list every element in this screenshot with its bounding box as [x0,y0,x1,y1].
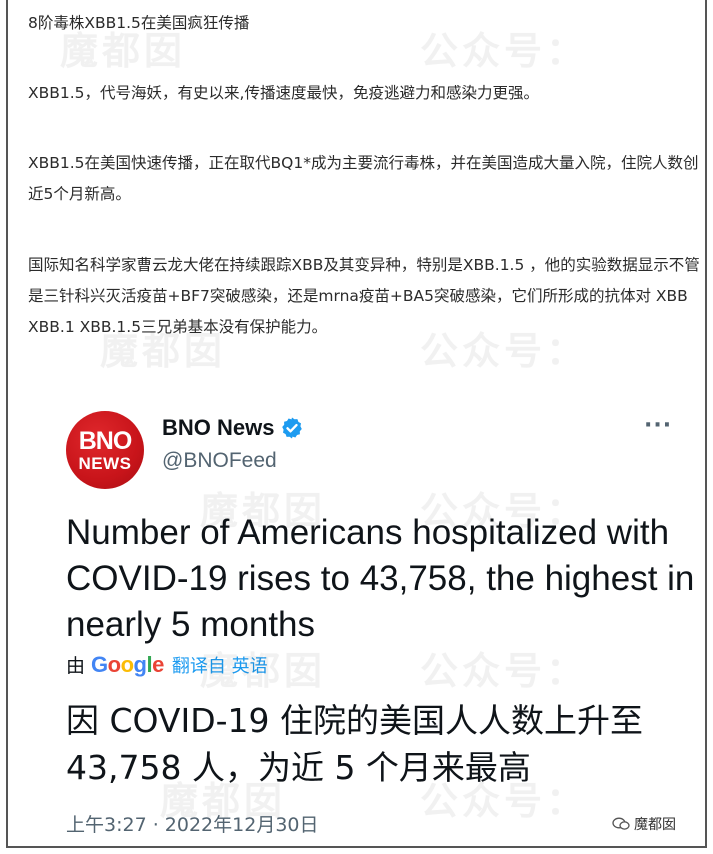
translate-from-link[interactable]: 翻译自 英语 [171,656,268,677]
chat-bubble-icon [612,817,630,830]
avatar-logo-bno: BNO [78,427,133,455]
article-paragraph-2: XBB1.5，代号海妖，有史以来,传播速度最快，免疫逃避力和感染力更强。 [28,84,539,102]
translation-attribution: 由 Google 翻译自 英语 [66,651,268,678]
author-name[interactable]: BNO News [162,415,275,440]
account-badge: 魔都囡 [612,814,676,834]
account-badge-label: 魔都囡 [634,817,676,833]
translated-text: 因 COVID-19 住院的美国人人数上升至 43,758 人，为近 5 个月来… [66,701,644,787]
google-logo-icon: Google [91,652,164,677]
article-paragraph-4: 国际知名科学家曹云龙大佬在持续跟踪XBB及其变异种，特别是XBB.1.5 ，他的… [28,256,700,336]
article-paragraph-3: XBB1.5在美国快速传播，正在取代BQ1*成为主要流行毒株，并在美国造成大量入… [28,154,699,203]
tweet-author: BNO News @BNOFeed [162,415,304,473]
article-paragraph-title: 8阶毒株XBB1.5在美国疯狂传播 [28,14,250,32]
author-handle[interactable]: @BNOFeed [162,449,277,472]
verified-badge-icon [282,417,303,439]
tweet-timestamp[interactable]: 上午3:27 · 2022年12月30日 [66,814,319,836]
more-options-icon[interactable]: ··· [644,413,673,438]
avatar[interactable]: BNO NEWS [66,411,144,489]
translate-by-label: 由 [66,655,86,677]
author-name-row: BNO News [162,415,304,441]
avatar-logo-news: NEWS [78,454,132,473]
tweet-text: Number of Americans hospitalized with CO… [66,513,695,644]
